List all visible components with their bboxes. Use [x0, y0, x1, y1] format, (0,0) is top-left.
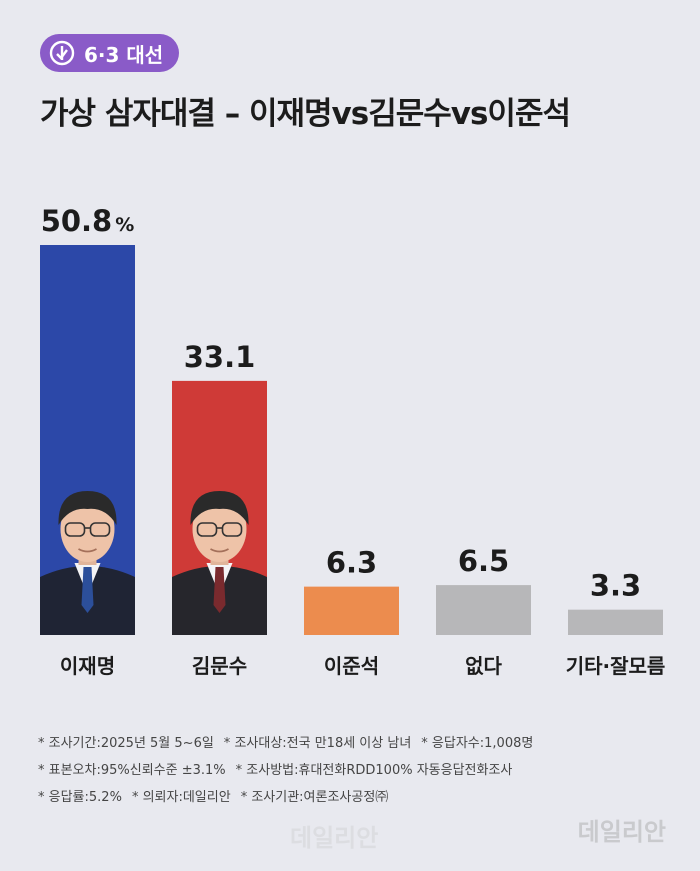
category-label: 이재명 [60, 654, 115, 678]
survey-note: 응답률:5.2% [38, 784, 122, 811]
value-label: 50.8% [41, 204, 135, 238]
value-label: 3.3 [590, 569, 641, 603]
bar-4 [568, 609, 663, 635]
person-portrait-icon [40, 491, 135, 635]
ballot-check-icon [49, 40, 75, 66]
bar-group: 33.1 김문수 [172, 340, 267, 678]
survey-note: 조사기간:2025년 5월 5~6일 [38, 730, 214, 757]
survey-note: 응답자수:1,008명 [421, 730, 533, 757]
bar-2 [304, 586, 399, 635]
watermark: 데일리안 [577, 818, 666, 846]
value-label: 6.5 [458, 544, 509, 578]
survey-note: 조사방법:휴대전화RDD100% 자동응답전화조사 [236, 757, 512, 784]
category-label: 김문수 [192, 654, 247, 678]
election-badge: 6·3 대선 [40, 34, 180, 72]
bar-group: 6.5 없다 [436, 544, 531, 678]
bar-group: 50.8 % 이재명 [40, 204, 135, 678]
survey-note: 조사기관:여론조사공정㈜ [241, 784, 388, 811]
value-label: 33.1 [184, 340, 256, 374]
bar-3 [436, 585, 531, 635]
watermark-faint: 데일리안 [290, 824, 379, 852]
value-label: 6.3 [326, 546, 377, 580]
survey-note: 표본오차:95%신뢰수준 ±3.1% [38, 757, 226, 784]
category-label: 없다 [465, 654, 502, 678]
survey-note: 조사대상:전국 만18세 이상 남녀 [224, 730, 411, 757]
survey-notes: 조사기간:2025년 5월 5~6일 조사대상:전국 만18세 이상 남녀 응답자수… [38, 730, 678, 811]
survey-note: 의뢰자:데일리안 [132, 784, 231, 811]
category-label: 이준석 [324, 654, 379, 678]
page-title: 가상 삼자대결 – 이재명vs김문수vs이준석 [40, 96, 571, 132]
person-portrait-icon [172, 491, 267, 635]
category-label: 기타·잘모름 [566, 654, 666, 678]
badge-label: 6·3 대선 [84, 42, 164, 67]
bar-group: 6.3 이준석 [304, 546, 399, 678]
unit-label: % [115, 214, 134, 236]
bar-chart: 50.8 % 이재명 33.1 김문수 6.3 이준석 6.5 없다 3.3 기타·잘모름 [40, 204, 666, 678]
bar-group: 3.3 기타·잘모름 [566, 569, 666, 678]
